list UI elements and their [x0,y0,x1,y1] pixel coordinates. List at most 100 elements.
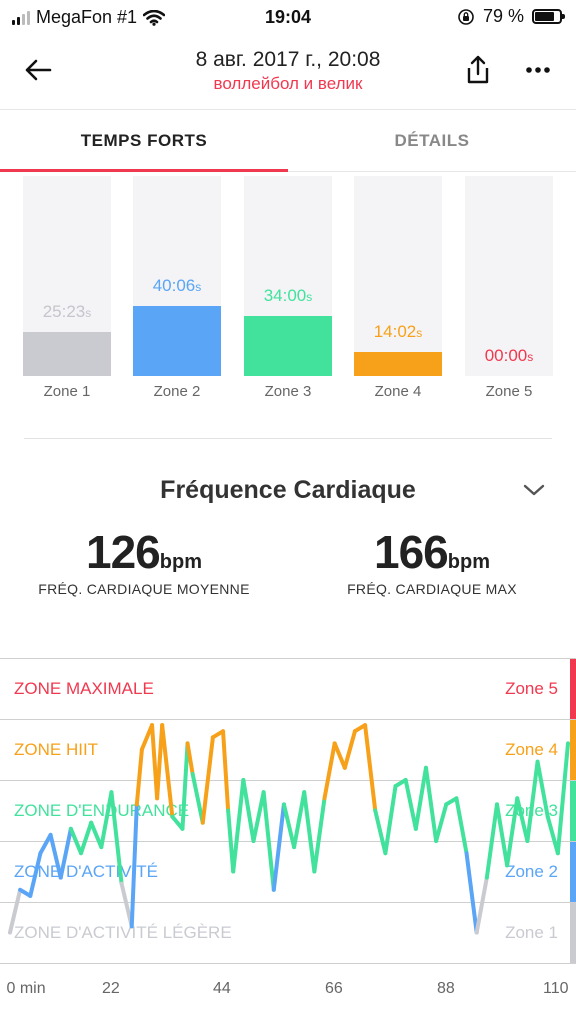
hr-zone-number: Zone 4 [505,740,558,759]
zone-duration-value: 34:00 [263,286,307,305]
hr-line-segment [185,741,195,776]
zone-duration-unit: s [195,280,202,294]
avg-hr-label: FRÉQ. CARDIAQUE MOYENNE [38,581,250,597]
zone-bar-5: 00:00s [465,176,553,376]
hr-line-segment [464,851,479,935]
avg-heart-rate: 126bpm FRÉQ. CARDIAQUE MOYENNE [0,525,288,597]
x-tick-label: 0 min [6,980,46,997]
zone-label: Zone 1 [43,383,91,400]
tab-highlights[interactable]: TEMPS FORTS [0,110,288,172]
zone-label: Zone 3 [264,383,312,400]
zone-bar-3: 34:00s [244,176,332,376]
rotation-lock-icon [458,8,474,25]
x-tick-label: 88 [437,980,455,997]
hr-line-segment [241,778,256,843]
hr-line-segment [8,887,23,935]
hr-line-segment [134,747,144,807]
workout-name: воллейбол и велик [213,74,363,93]
hr-line-segment [454,796,469,856]
zone-duration-value: 14:02 [373,322,417,341]
x-tick-label: 66 [325,980,343,997]
zone-bar-2: 40:06s [133,176,221,376]
hr-line-segment [474,875,489,935]
hr-zone-name: ZONE D'ACTIVITÉ LÉGÈRE [14,923,232,942]
carrier-group: MegaFon #1 [12,7,166,28]
zone-duration-value: 00:00 [484,346,528,365]
hr-zone-row: ZONE D'ACTIVITÉ LÉGÈRE Zone 1 [0,902,576,963]
hr-line-segment [342,729,357,770]
zone-duration-unit: s [306,290,313,304]
hr-line-segment [434,802,449,843]
hr-line-segment [129,802,139,929]
zone-duration-value: 25:23 [42,302,86,321]
hr-zone-name: ZONE MAXIMALE [14,679,154,698]
zone-duration: 34:00s [244,286,332,306]
workout-date: 8 авг. 2017 г., 20:08 [195,48,381,71]
hr-zone-color-strip [570,842,576,902]
x-tick-label: 110 [543,980,569,997]
zone-bar-fill [244,316,332,376]
hr-line-segment [525,759,540,843]
tab-details[interactable]: DÉTAILS [394,131,470,150]
zone-bar-fill [354,352,442,376]
back-arrow-icon [25,59,52,81]
hr-zone-color-strip [570,659,576,719]
hr-zone-row: ZONE MAXIMALE Zone 5 [0,658,576,719]
clock: 19:04 [264,7,312,27]
carrier-name: MegaFon #1 [36,7,138,27]
hr-line-segment [383,784,398,856]
hr-zone-color-strip [570,903,576,963]
hr-line-segment [28,851,43,898]
chevron-down-icon [523,484,545,496]
hr-line-segment [515,796,530,843]
hr-line-segment [160,723,175,819]
hr-line-segment [545,814,560,856]
x-tick-label: 44 [213,980,231,997]
hr-line-segment [38,832,53,856]
nav-header: 8 авг. 2017 г., 20:08 воллейбол и велик [0,34,576,110]
zone-label: Zone 4 [374,383,422,400]
zone-bar-fill [133,306,221,376]
zone-duration: 25:23s [23,302,111,322]
avg-hr-value: 126 [86,526,161,578]
zone-duration: 40:06s [133,276,221,296]
battery-percent: 79 % [482,6,524,26]
zone-bar-1: 25:23s [23,176,111,376]
chart-baseline [0,963,576,964]
zone-duration-unit: s [416,326,423,340]
hr-line-segment [281,802,297,850]
tab-bar: TEMPS FORTS DÉTAILS [0,110,576,172]
zone-bar-4: 14:02s [354,176,442,376]
x-tick-label: 22 [102,980,120,997]
hr-line-segment [363,723,378,813]
hr-zone-color-strip [570,720,576,780]
hr-line-segment [155,723,165,801]
hr-line-segment [312,796,327,874]
more-button[interactable] [518,50,558,90]
hr-zone-name: ZONE HIIT [14,740,99,759]
share-icon [467,55,489,84]
zone-duration: 14:02s [354,322,442,342]
hr-line-segment [332,741,347,770]
hr-line-segment [68,826,84,856]
hr-line-segment [79,820,94,856]
hr-line-segment [99,790,114,850]
hr-zone-number: Zone 5 [505,679,558,698]
status-right: 79 % [457,6,565,27]
share-button[interactable] [458,50,498,90]
zone-duration-value: 40:06 [152,276,196,295]
hr-line-segment [231,778,246,874]
status-bar: MegaFon #1 19:04 79 % [0,0,576,34]
hr-line-segment [555,741,570,856]
hr-line-segment [200,735,215,825]
collapse-button[interactable] [514,470,554,510]
avg-hr-unit: bpm [159,551,202,573]
hr-line-segment [58,826,73,880]
hr-line-segment [251,790,266,843]
hr-line-segment [180,741,190,831]
heart-rate-title: Fréquence Cardiaque [160,476,416,504]
zone-duration-unit: s [527,350,534,364]
max-hr-value: 166 [374,526,449,578]
back-button[interactable] [18,50,58,90]
